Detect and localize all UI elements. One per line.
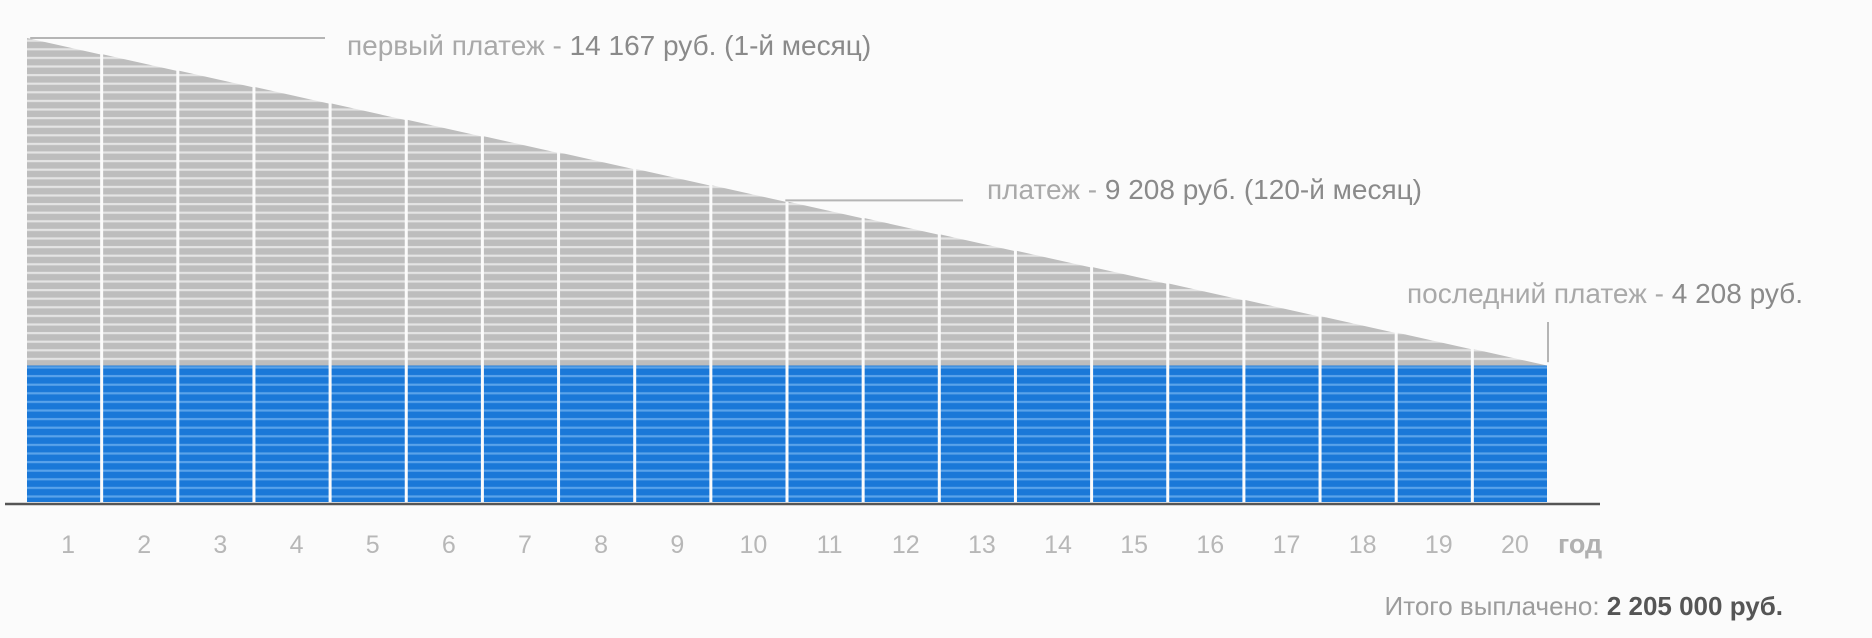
x-tick-label-4: 4 <box>290 531 304 559</box>
x-tick-label-20: 20 <box>1501 531 1529 559</box>
x-tick-label-2: 2 <box>137 531 151 559</box>
bar-principal-16 <box>1169 365 1243 502</box>
bar-interest-2 <box>103 54 177 366</box>
x-tick-label-18: 18 <box>1349 531 1377 559</box>
annotation-last-payment: последний платеж - 4 208 руб. <box>1407 278 1803 309</box>
x-tick-label-9: 9 <box>670 531 684 559</box>
bar-principal-12 <box>864 365 938 502</box>
annotation-first-prefix: первый платеж - <box>347 30 570 61</box>
bar-interest-6 <box>407 119 481 366</box>
bar-interest-17 <box>1245 300 1319 366</box>
x-tick-label-16: 16 <box>1196 531 1224 559</box>
x-tick-label-12: 12 <box>892 531 920 559</box>
x-tick-label-14: 14 <box>1044 531 1072 559</box>
bar-principal-10 <box>712 365 786 502</box>
bar-interest-18 <box>1321 316 1395 366</box>
bar-interest-9 <box>636 169 710 366</box>
bar-interest-20 <box>1473 349 1547 366</box>
bar-principal-18 <box>1321 365 1395 502</box>
x-tick-label-15: 15 <box>1120 531 1148 559</box>
bar-principal-17 <box>1245 365 1319 502</box>
bar-interest-4 <box>255 87 329 366</box>
x-tick-label-5: 5 <box>366 531 380 559</box>
x-tick-label-7: 7 <box>518 531 532 559</box>
annotation-first-payment: первый платеж - 14 167 руб. (1-й месяц) <box>347 30 871 61</box>
bar-principal-8 <box>560 365 634 502</box>
bar-principal-19 <box>1397 365 1471 502</box>
annotation-120th-prefix: платеж - <box>987 174 1105 205</box>
x-tick-label-1: 1 <box>61 531 75 559</box>
bar-interest-10 <box>712 185 786 366</box>
annotation-last-prefix: последний платеж - <box>1407 278 1672 309</box>
bar-interest-5 <box>331 103 405 366</box>
bar-principal-3 <box>179 365 253 502</box>
bar-interest-13 <box>940 234 1014 366</box>
x-axis-unit: год <box>1558 529 1602 559</box>
bar-interest-8 <box>560 152 634 366</box>
bar-principal-11 <box>788 365 862 502</box>
bar-principal-20 <box>1473 365 1547 502</box>
bar-principal-13 <box>940 365 1014 502</box>
bar-interest-12 <box>864 218 938 366</box>
bar-principal-1 <box>27 365 101 502</box>
bar-principal-7 <box>483 365 558 502</box>
bar-interest-16 <box>1169 283 1243 366</box>
bar-interest-3 <box>179 70 253 366</box>
bar-interest-14 <box>1016 250 1091 366</box>
bar-principal-14 <box>1016 365 1091 502</box>
bar-principal-2 <box>103 365 177 502</box>
bar-principal-5 <box>331 365 405 502</box>
x-tick-label-11: 11 <box>817 531 843 559</box>
annotation-first-value: 14 167 руб. (1-й месяц) <box>570 30 872 61</box>
bar-principal-6 <box>407 365 481 502</box>
x-tick-label-6: 6 <box>442 531 456 559</box>
x-tick-labels: 1 2 3 4 5 6 7 8 9 10 11 12 13 14 15 16 17 18 19 20 <box>61 531 1529 559</box>
x-tick-label-8: 8 <box>594 531 608 559</box>
leader-lines <box>30 37 1549 363</box>
total-value: 2 205 000 руб. <box>1607 591 1783 621</box>
annotation-120th-value: 9 208 руб. (120-й месяц) <box>1105 174 1422 205</box>
bar-interest-15 <box>1093 267 1167 366</box>
bar-principal-15 <box>1093 365 1167 502</box>
x-tick-label-19: 19 <box>1425 531 1453 559</box>
annotation-last-value: 4 208 руб. <box>1672 278 1803 309</box>
total-label: Итого выплачено: <box>1385 591 1607 621</box>
bar-interest-11 <box>788 201 862 366</box>
x-tick-label-3: 3 <box>213 531 227 559</box>
bar-principal-9 <box>636 365 710 502</box>
x-tick-label-17: 17 <box>1273 531 1301 559</box>
bars-group <box>27 38 1547 502</box>
bar-interest-1 <box>27 38 101 366</box>
annotation-120th-payment: платеж - 9 208 руб. (120-й месяц) <box>987 174 1422 205</box>
x-tick-label-10: 10 <box>740 531 768 559</box>
x-tick-label-13: 13 <box>968 531 996 559</box>
bar-principal-4 <box>255 365 329 502</box>
total-paid: Итого выплачено: 2 205 000 руб. <box>1385 591 1783 621</box>
bar-interest-7 <box>483 136 558 366</box>
bar-interest-19 <box>1397 332 1471 366</box>
